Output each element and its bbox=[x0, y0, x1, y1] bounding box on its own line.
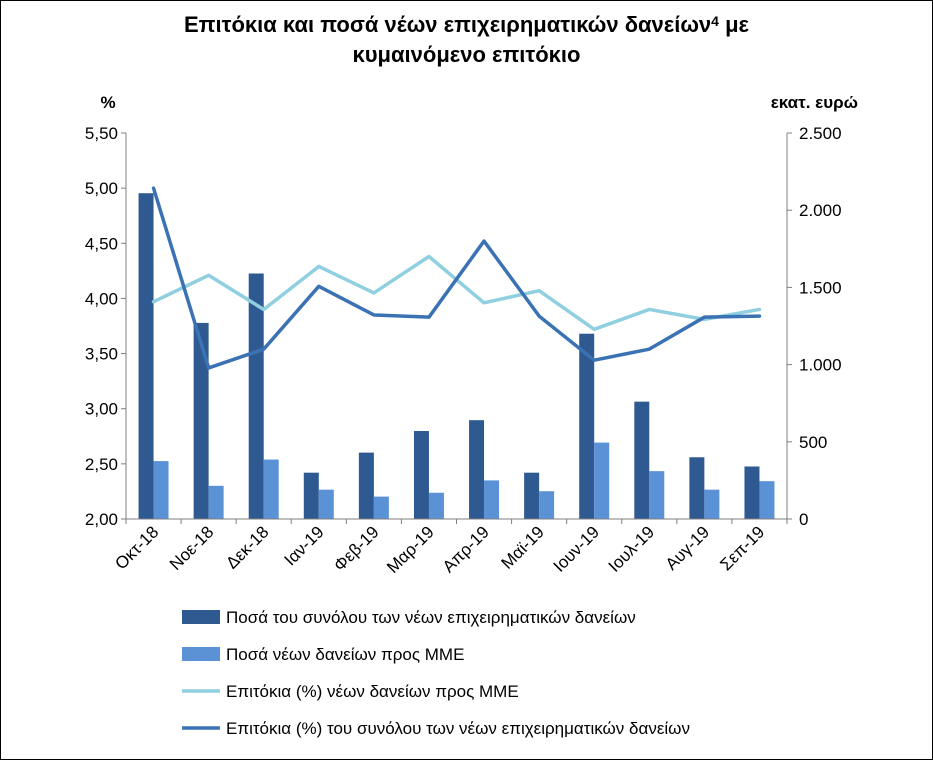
bar-total-loans bbox=[413, 430, 429, 519]
x-tick-label: Δεκ-18 bbox=[222, 522, 272, 572]
right-tick-label: 0 bbox=[799, 510, 808, 529]
x-tick-label: Απρ-19 bbox=[439, 522, 493, 576]
left-tick-label: 3,50 bbox=[85, 345, 118, 364]
legend-label: Επιτόκια (%) νέων δανείων προς ΜΜΕ bbox=[226, 682, 519, 701]
bar-total-loans bbox=[634, 401, 650, 519]
bar-sme-loans bbox=[318, 489, 334, 519]
x-tick-label: Ιουν-19 bbox=[550, 522, 603, 575]
x-tick-label: Οκτ-18 bbox=[111, 522, 162, 573]
bar-sme-loans bbox=[263, 459, 279, 519]
legend-label: Ποσά του συνόλου των νέων επιχειρηματικώ… bbox=[226, 608, 636, 627]
left-axis-unit: % bbox=[100, 93, 115, 112]
left-tick-label: 5,50 bbox=[85, 124, 118, 143]
bar-sme-loans bbox=[208, 485, 224, 519]
x-tick-label: Φεβ-19 bbox=[330, 522, 383, 575]
legend-label: Επιτόκια (%) του συνόλου των νέων επιχει… bbox=[226, 719, 690, 738]
bar-sme-loans bbox=[539, 491, 555, 519]
bar-sme-loans bbox=[704, 489, 720, 519]
bar-total-loans bbox=[248, 273, 264, 519]
bar-sme-loans bbox=[594, 442, 610, 519]
line-sme-rate bbox=[151, 254, 762, 332]
left-tick-label: 2,00 bbox=[85, 510, 118, 529]
right-tick-label: 2.000 bbox=[799, 201, 842, 220]
legend-swatch-bar bbox=[182, 647, 220, 661]
x-tick-label: Σεπ-19 bbox=[716, 522, 768, 574]
bar-total-loans bbox=[579, 333, 595, 519]
x-tick-label: Μαϊ-19 bbox=[498, 522, 548, 572]
bar-total-loans bbox=[524, 472, 540, 519]
line-total-rate bbox=[151, 186, 762, 370]
bar-total-loans bbox=[138, 193, 154, 519]
bar-sme-loans bbox=[759, 481, 775, 519]
right-tick-label: 1.000 bbox=[799, 356, 842, 375]
bar-sme-loans bbox=[153, 461, 169, 519]
left-tick-label: 4,00 bbox=[85, 289, 118, 308]
right-tick-label: 1.500 bbox=[799, 278, 842, 297]
left-tick-label: 3,00 bbox=[85, 400, 118, 419]
x-tick-label: Αυγ-19 bbox=[662, 522, 713, 573]
bar-total-loans bbox=[303, 472, 319, 519]
bar-total-loans bbox=[358, 452, 374, 519]
left-tick-label: 4,50 bbox=[85, 234, 118, 253]
right-tick-label: 500 bbox=[799, 433, 827, 452]
bar-sme-loans bbox=[428, 492, 444, 519]
legend-swatch-bar bbox=[182, 610, 220, 624]
legend-label: Ποσά νέων δανείων προς ΜΜΕ bbox=[226, 645, 464, 664]
x-tick-label: Ιουλ-19 bbox=[605, 522, 658, 575]
left-tick-label: 2,50 bbox=[85, 455, 118, 474]
bar-total-loans bbox=[689, 457, 705, 519]
bar-sme-loans bbox=[484, 480, 500, 519]
bar-sme-loans bbox=[649, 471, 665, 519]
title-tail: με bbox=[718, 12, 749, 37]
bar-sme-loans bbox=[373, 496, 389, 519]
x-tick-label: Ιαν-19 bbox=[281, 522, 328, 569]
right-axis-unit: εκατ. ευρώ bbox=[771, 93, 858, 112]
x-tick-label: Νοε-18 bbox=[166, 522, 218, 574]
title-line2: κυμαινόμενο επιτόκιο bbox=[352, 42, 581, 67]
bar-total-loans bbox=[744, 466, 760, 519]
bar-total-loans bbox=[193, 322, 209, 519]
left-tick-label: 5,00 bbox=[85, 179, 118, 198]
title-line1: Επιτόκια και ποσά νέων επιχειρηματικών δ… bbox=[184, 12, 712, 37]
chart-title: Επιτόκια και ποσά νέων επιχειρηματικών δ… bbox=[0, 10, 933, 70]
x-tick-label: Μαρ-19 bbox=[383, 522, 438, 577]
title-superscript: 4 bbox=[711, 13, 719, 29]
bar-total-loans bbox=[469, 420, 485, 519]
right-tick-label: 2.500 bbox=[799, 124, 842, 143]
